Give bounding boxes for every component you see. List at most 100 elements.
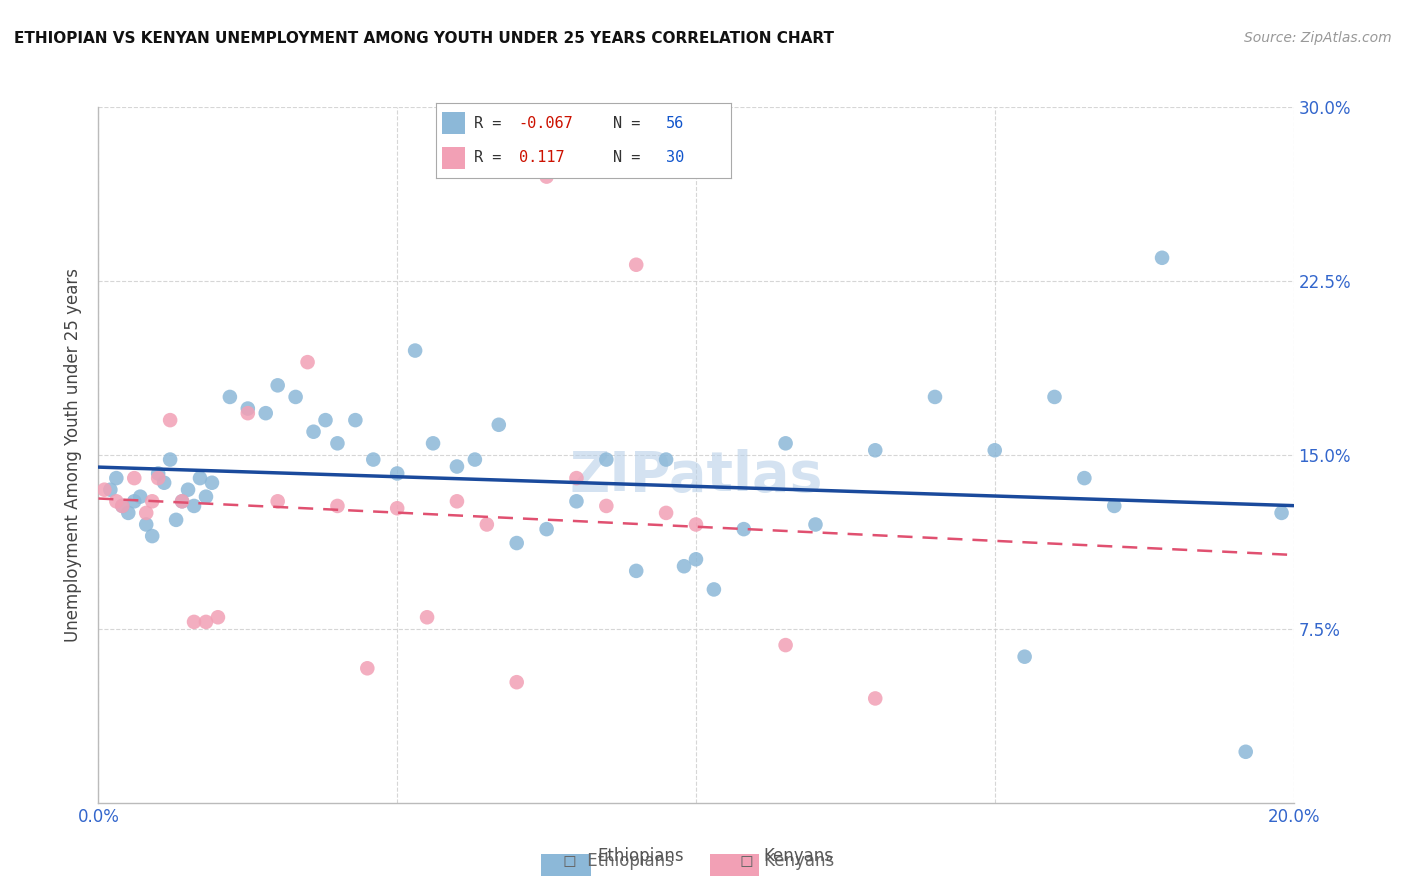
Point bbox=[685, 552, 707, 566]
Point bbox=[655, 452, 678, 467]
Point bbox=[326, 436, 349, 450]
Point bbox=[236, 401, 259, 416]
Point bbox=[422, 436, 444, 450]
Point bbox=[267, 494, 290, 508]
Point bbox=[984, 443, 1007, 458]
Text: ETHIOPIAN VS KENYAN UNEMPLOYMENT AMONG YOUTH UNDER 25 YEARS CORRELATION CHART: ETHIOPIAN VS KENYAN UNEMPLOYMENT AMONG Y… bbox=[14, 31, 834, 46]
Point bbox=[141, 494, 163, 508]
Point bbox=[302, 425, 325, 439]
Point bbox=[1152, 251, 1174, 265]
Point bbox=[1073, 471, 1095, 485]
Point bbox=[124, 471, 146, 485]
Point bbox=[315, 413, 337, 427]
Point bbox=[506, 536, 529, 550]
Point bbox=[655, 506, 678, 520]
Point bbox=[363, 452, 385, 467]
Point bbox=[775, 436, 797, 450]
Point bbox=[464, 452, 486, 467]
Point bbox=[148, 471, 170, 485]
Point bbox=[153, 475, 176, 490]
Point bbox=[733, 522, 755, 536]
Point bbox=[1234, 745, 1257, 759]
Point bbox=[356, 661, 378, 675]
Text: ◻  Ethiopians: ◻ Ethiopians bbox=[564, 852, 673, 870]
Point bbox=[172, 494, 194, 508]
Point bbox=[93, 483, 115, 497]
Point bbox=[159, 413, 181, 427]
Point bbox=[159, 452, 181, 467]
Point bbox=[565, 494, 588, 508]
Point bbox=[172, 494, 194, 508]
Point bbox=[195, 615, 218, 629]
Point bbox=[536, 522, 558, 536]
Point bbox=[141, 529, 163, 543]
Point bbox=[536, 169, 558, 184]
Point bbox=[188, 471, 211, 485]
Point bbox=[183, 615, 205, 629]
Point bbox=[297, 355, 319, 369]
Point bbox=[865, 443, 887, 458]
Text: R =: R = bbox=[474, 151, 502, 165]
Point bbox=[416, 610, 439, 624]
Text: -0.067: -0.067 bbox=[519, 116, 574, 130]
Point bbox=[673, 559, 696, 574]
Point bbox=[344, 413, 367, 427]
Text: Ethiopians: Ethiopians bbox=[598, 847, 685, 865]
Point bbox=[111, 499, 134, 513]
Point bbox=[775, 638, 797, 652]
Point bbox=[284, 390, 307, 404]
Point bbox=[488, 417, 510, 432]
Point bbox=[124, 494, 146, 508]
Text: ◻  Kenyans: ◻ Kenyans bbox=[740, 852, 835, 870]
Point bbox=[446, 459, 468, 474]
Point bbox=[201, 475, 224, 490]
Point bbox=[685, 517, 707, 532]
Point bbox=[183, 499, 205, 513]
Bar bbox=[441, 112, 465, 135]
Point bbox=[195, 490, 218, 504]
Point bbox=[1271, 506, 1294, 520]
Point bbox=[207, 610, 229, 624]
Point bbox=[626, 564, 648, 578]
Point bbox=[111, 499, 134, 513]
Point bbox=[385, 501, 409, 516]
Point bbox=[924, 390, 946, 404]
Text: N =: N = bbox=[613, 116, 640, 130]
Point bbox=[98, 483, 122, 497]
Point bbox=[165, 513, 187, 527]
Text: ZIPatlas: ZIPatlas bbox=[569, 449, 823, 503]
Text: Source: ZipAtlas.com: Source: ZipAtlas.com bbox=[1244, 31, 1392, 45]
Text: N =: N = bbox=[613, 151, 640, 165]
Point bbox=[446, 494, 468, 508]
Y-axis label: Unemployment Among Youth under 25 years: Unemployment Among Youth under 25 years bbox=[65, 268, 83, 642]
Point bbox=[219, 390, 242, 404]
Text: Kenyans: Kenyans bbox=[763, 847, 834, 865]
Point bbox=[595, 452, 617, 467]
Point bbox=[177, 483, 200, 497]
Point bbox=[105, 471, 128, 485]
Point bbox=[385, 467, 409, 481]
Point bbox=[475, 517, 498, 532]
Point bbox=[135, 506, 157, 520]
Point bbox=[148, 467, 170, 481]
Text: 30: 30 bbox=[666, 151, 685, 165]
Point bbox=[129, 490, 152, 504]
Point bbox=[105, 494, 128, 508]
Point bbox=[1014, 649, 1036, 664]
Point bbox=[506, 675, 529, 690]
Point bbox=[135, 517, 157, 532]
Point bbox=[626, 258, 648, 272]
Point bbox=[565, 471, 588, 485]
Text: 0.117: 0.117 bbox=[519, 151, 564, 165]
Point bbox=[254, 406, 277, 420]
Point bbox=[595, 499, 617, 513]
Point bbox=[865, 691, 887, 706]
Point bbox=[703, 582, 725, 597]
Point bbox=[1043, 390, 1066, 404]
Point bbox=[267, 378, 290, 392]
Text: R =: R = bbox=[474, 116, 502, 130]
Point bbox=[804, 517, 827, 532]
Point bbox=[1104, 499, 1126, 513]
Point bbox=[326, 499, 349, 513]
Point bbox=[236, 406, 259, 420]
